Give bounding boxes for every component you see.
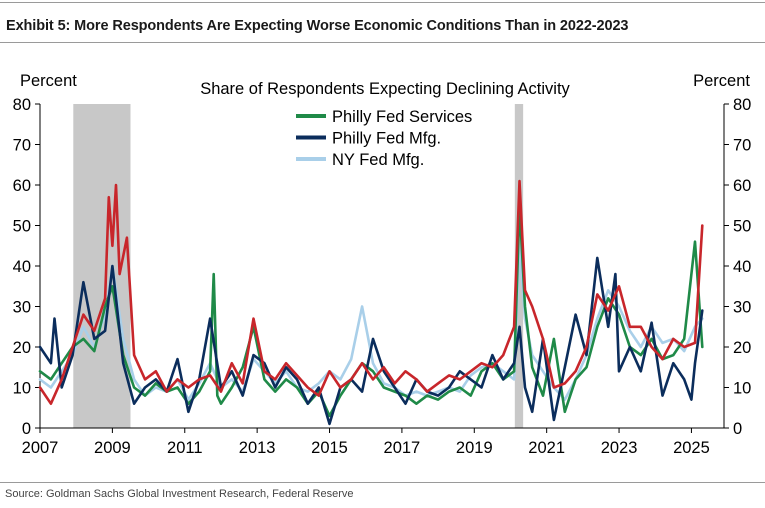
y-tick-label-right: 70 xyxy=(733,137,751,155)
y-axis-label-left: Percent xyxy=(20,72,77,90)
y-tick-label-left: 10 xyxy=(13,380,31,398)
x-tick-label: 2021 xyxy=(528,439,565,457)
y-tick-label-left: 50 xyxy=(13,218,31,236)
legend: Philly Fed Services Philly Fed Mfg. NY Fed… xyxy=(296,108,472,169)
series-lines xyxy=(38,179,704,426)
y-tick-label-right: 30 xyxy=(733,299,751,317)
y-tick-label-right: 40 xyxy=(733,258,751,276)
y-tick-label-left: 40 xyxy=(13,258,31,276)
x-tick-label: 2011 xyxy=(167,439,202,457)
y-tick-label-right: 50 xyxy=(733,218,751,236)
x-tick-label: 2023 xyxy=(601,439,638,457)
y-tick-label-left: 30 xyxy=(13,299,31,317)
chart-title: Share of Respondents Expecting Declining… xyxy=(200,80,570,98)
legend-label: NY Fed Mfg. xyxy=(332,151,424,169)
y-tick-label-left: 70 xyxy=(13,137,31,155)
y-tick-label-right: 60 xyxy=(733,177,751,195)
legend-label: Philly Fed Services xyxy=(332,108,472,126)
x-tick-label: 2025 xyxy=(673,439,710,457)
x-tick-label: 2013 xyxy=(239,439,276,457)
y-tick-label-right: 0 xyxy=(733,420,742,438)
y-tick-label-right: 20 xyxy=(733,339,751,357)
y-tick-label-right: 10 xyxy=(733,380,751,398)
series-line-philly-fed-services xyxy=(38,204,704,418)
y-tick-label-left: 60 xyxy=(13,177,31,195)
x-tick-label: 2009 xyxy=(94,439,131,457)
y-tick-label-left: 0 xyxy=(22,420,31,438)
y-tick-label-right: 80 xyxy=(733,96,751,114)
y-axis-label-right: Percent xyxy=(693,72,750,90)
title-rule xyxy=(0,42,765,43)
x-tick-label: 2017 xyxy=(384,439,421,457)
y-tick-label-left: 20 xyxy=(13,339,31,357)
source-rule xyxy=(0,482,765,483)
source-note: Source: Goldman Sachs Global Investment … xyxy=(5,488,354,500)
x-tick-label: 2015 xyxy=(311,439,348,457)
exhibit-title: Exhibit 5: More Respondents Are Expectin… xyxy=(6,18,629,34)
legend-label: Philly Fed Mfg. xyxy=(332,130,441,148)
chart-axes: 0 0 10 10 20 20 30 30 40 40 50 50 60 60 70 70 80 80 2007 20… xyxy=(13,96,752,457)
y-tick-label-left: 80 xyxy=(13,96,31,114)
x-tick-label: 2019 xyxy=(456,439,493,457)
series-line-3 xyxy=(38,179,704,405)
series-line-philly-fed-mfg xyxy=(38,256,704,426)
top-rule xyxy=(0,2,765,3)
x-tick-label: 2007 xyxy=(22,439,59,457)
